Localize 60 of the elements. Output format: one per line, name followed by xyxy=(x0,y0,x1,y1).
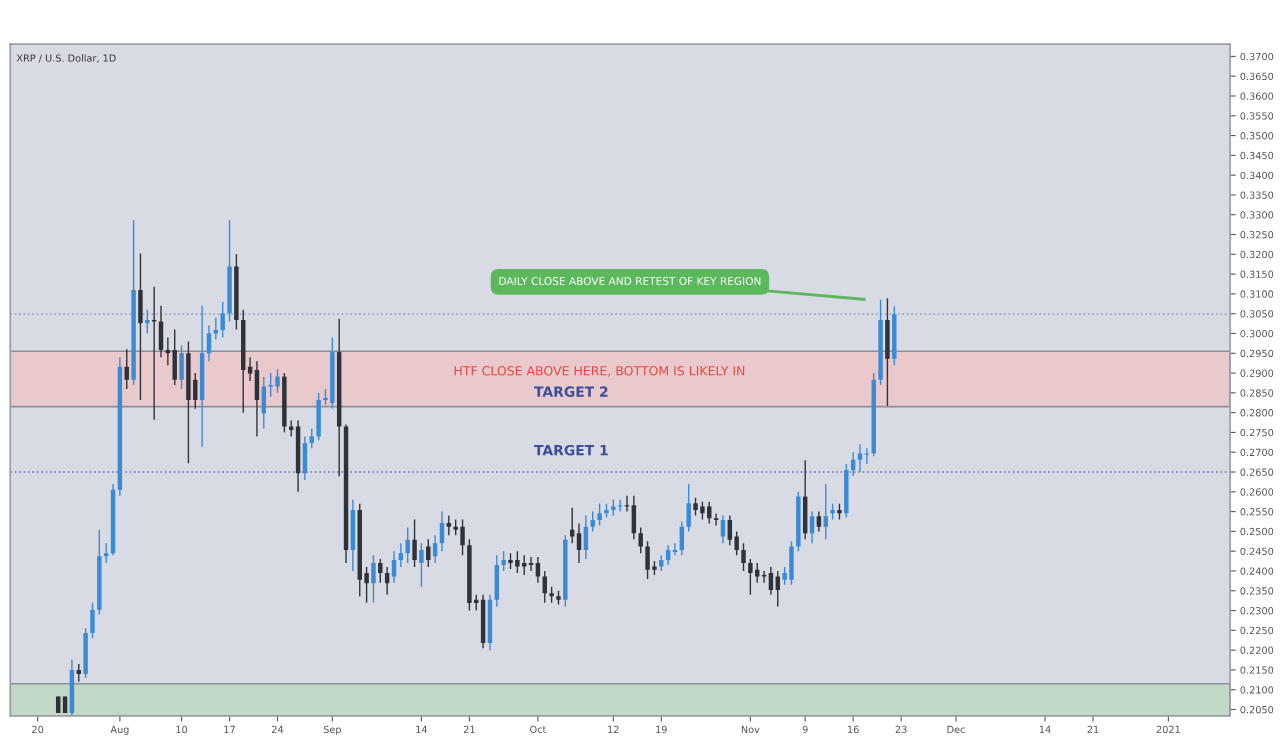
candlestick xyxy=(138,252,143,401)
candlestick xyxy=(789,540,794,586)
candlestick xyxy=(302,435,308,481)
candlestick xyxy=(535,556,541,584)
candlestick xyxy=(398,542,404,568)
candlestick xyxy=(645,540,650,580)
candlestick xyxy=(145,309,150,335)
candlestick xyxy=(151,286,157,421)
candlestick xyxy=(268,372,273,398)
candlestick xyxy=(295,419,301,493)
candlestick xyxy=(494,554,500,608)
candlestick xyxy=(727,514,733,546)
candlestick xyxy=(521,554,527,576)
candlestick xyxy=(597,502,602,527)
candlestick xyxy=(179,344,184,390)
candlestick xyxy=(885,297,890,407)
candlestick xyxy=(316,392,321,442)
candlestick xyxy=(69,658,75,716)
candlestick xyxy=(432,534,438,564)
candlestick xyxy=(857,443,863,473)
candlestick xyxy=(391,550,397,584)
candlestick xyxy=(631,495,637,540)
candlestick xyxy=(83,627,88,679)
candlestick xyxy=(515,550,520,574)
candlestick xyxy=(254,360,260,438)
candlestick xyxy=(186,340,191,464)
candlestick xyxy=(227,219,232,323)
candlestick xyxy=(720,514,726,544)
candlestick xyxy=(460,518,465,556)
candlestick xyxy=(446,514,452,537)
candlestick xyxy=(761,570,767,584)
candlestick xyxy=(713,512,719,527)
candlestick xyxy=(309,427,314,449)
candlestick xyxy=(892,305,897,366)
candlestick xyxy=(199,305,205,448)
candlestick xyxy=(412,518,417,568)
candlestick xyxy=(501,550,506,572)
candlestick xyxy=(748,558,753,596)
candlestick xyxy=(350,499,356,572)
candlestick xyxy=(426,538,431,568)
candlestick xyxy=(707,501,712,525)
candlestick xyxy=(665,544,671,566)
candlestick xyxy=(487,594,493,651)
candlestick xyxy=(124,348,129,390)
candlestick xyxy=(206,324,212,362)
candlestick xyxy=(823,483,828,540)
candlestick xyxy=(480,594,486,649)
candlestick xyxy=(741,542,746,572)
candlestick xyxy=(220,301,225,339)
candlestick xyxy=(371,554,376,604)
candlestick xyxy=(405,526,410,564)
candlestick xyxy=(172,328,177,386)
candlestick xyxy=(754,562,760,584)
candlestick xyxy=(569,506,575,544)
candlestick xyxy=(90,601,95,639)
candlestick xyxy=(816,510,822,533)
candlestick xyxy=(419,542,424,588)
candlestick xyxy=(275,368,280,394)
candlestick xyxy=(590,510,595,533)
candlestick xyxy=(576,522,582,564)
